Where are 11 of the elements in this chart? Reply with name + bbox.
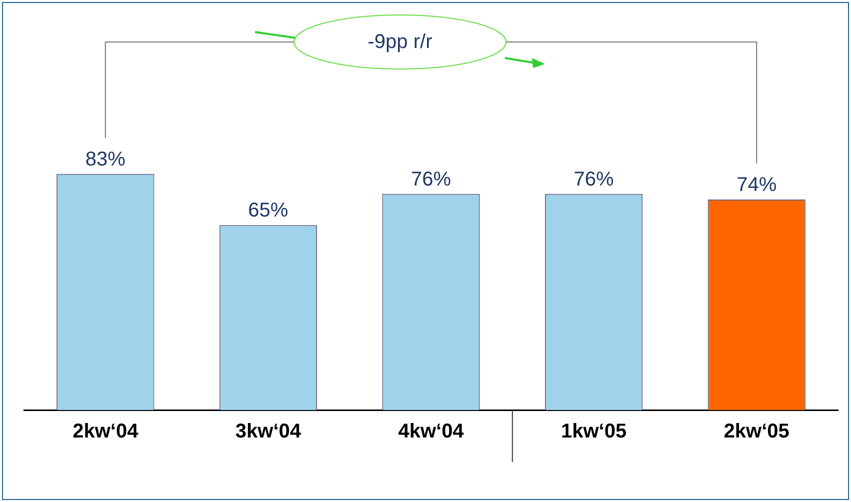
x-tick-label: 4kw‘04	[398, 420, 465, 443]
text: -9pp r/r	[366, 30, 434, 54]
x-tick-label: 1kw‘05	[560, 420, 627, 443]
data-label: 74%	[736, 174, 777, 196]
data-label: 76%	[574, 168, 614, 190]
x-tick-label: 2kw‘04	[72, 420, 140, 443]
data-label: 83%	[85, 148, 126, 170]
x-tick-label: 3kw‘04	[235, 420, 302, 443]
data-label: 76%	[410, 168, 452, 190]
data-label: 65%	[248, 200, 288, 222]
x-tick-label: 2kw‘05	[724, 420, 790, 443]
